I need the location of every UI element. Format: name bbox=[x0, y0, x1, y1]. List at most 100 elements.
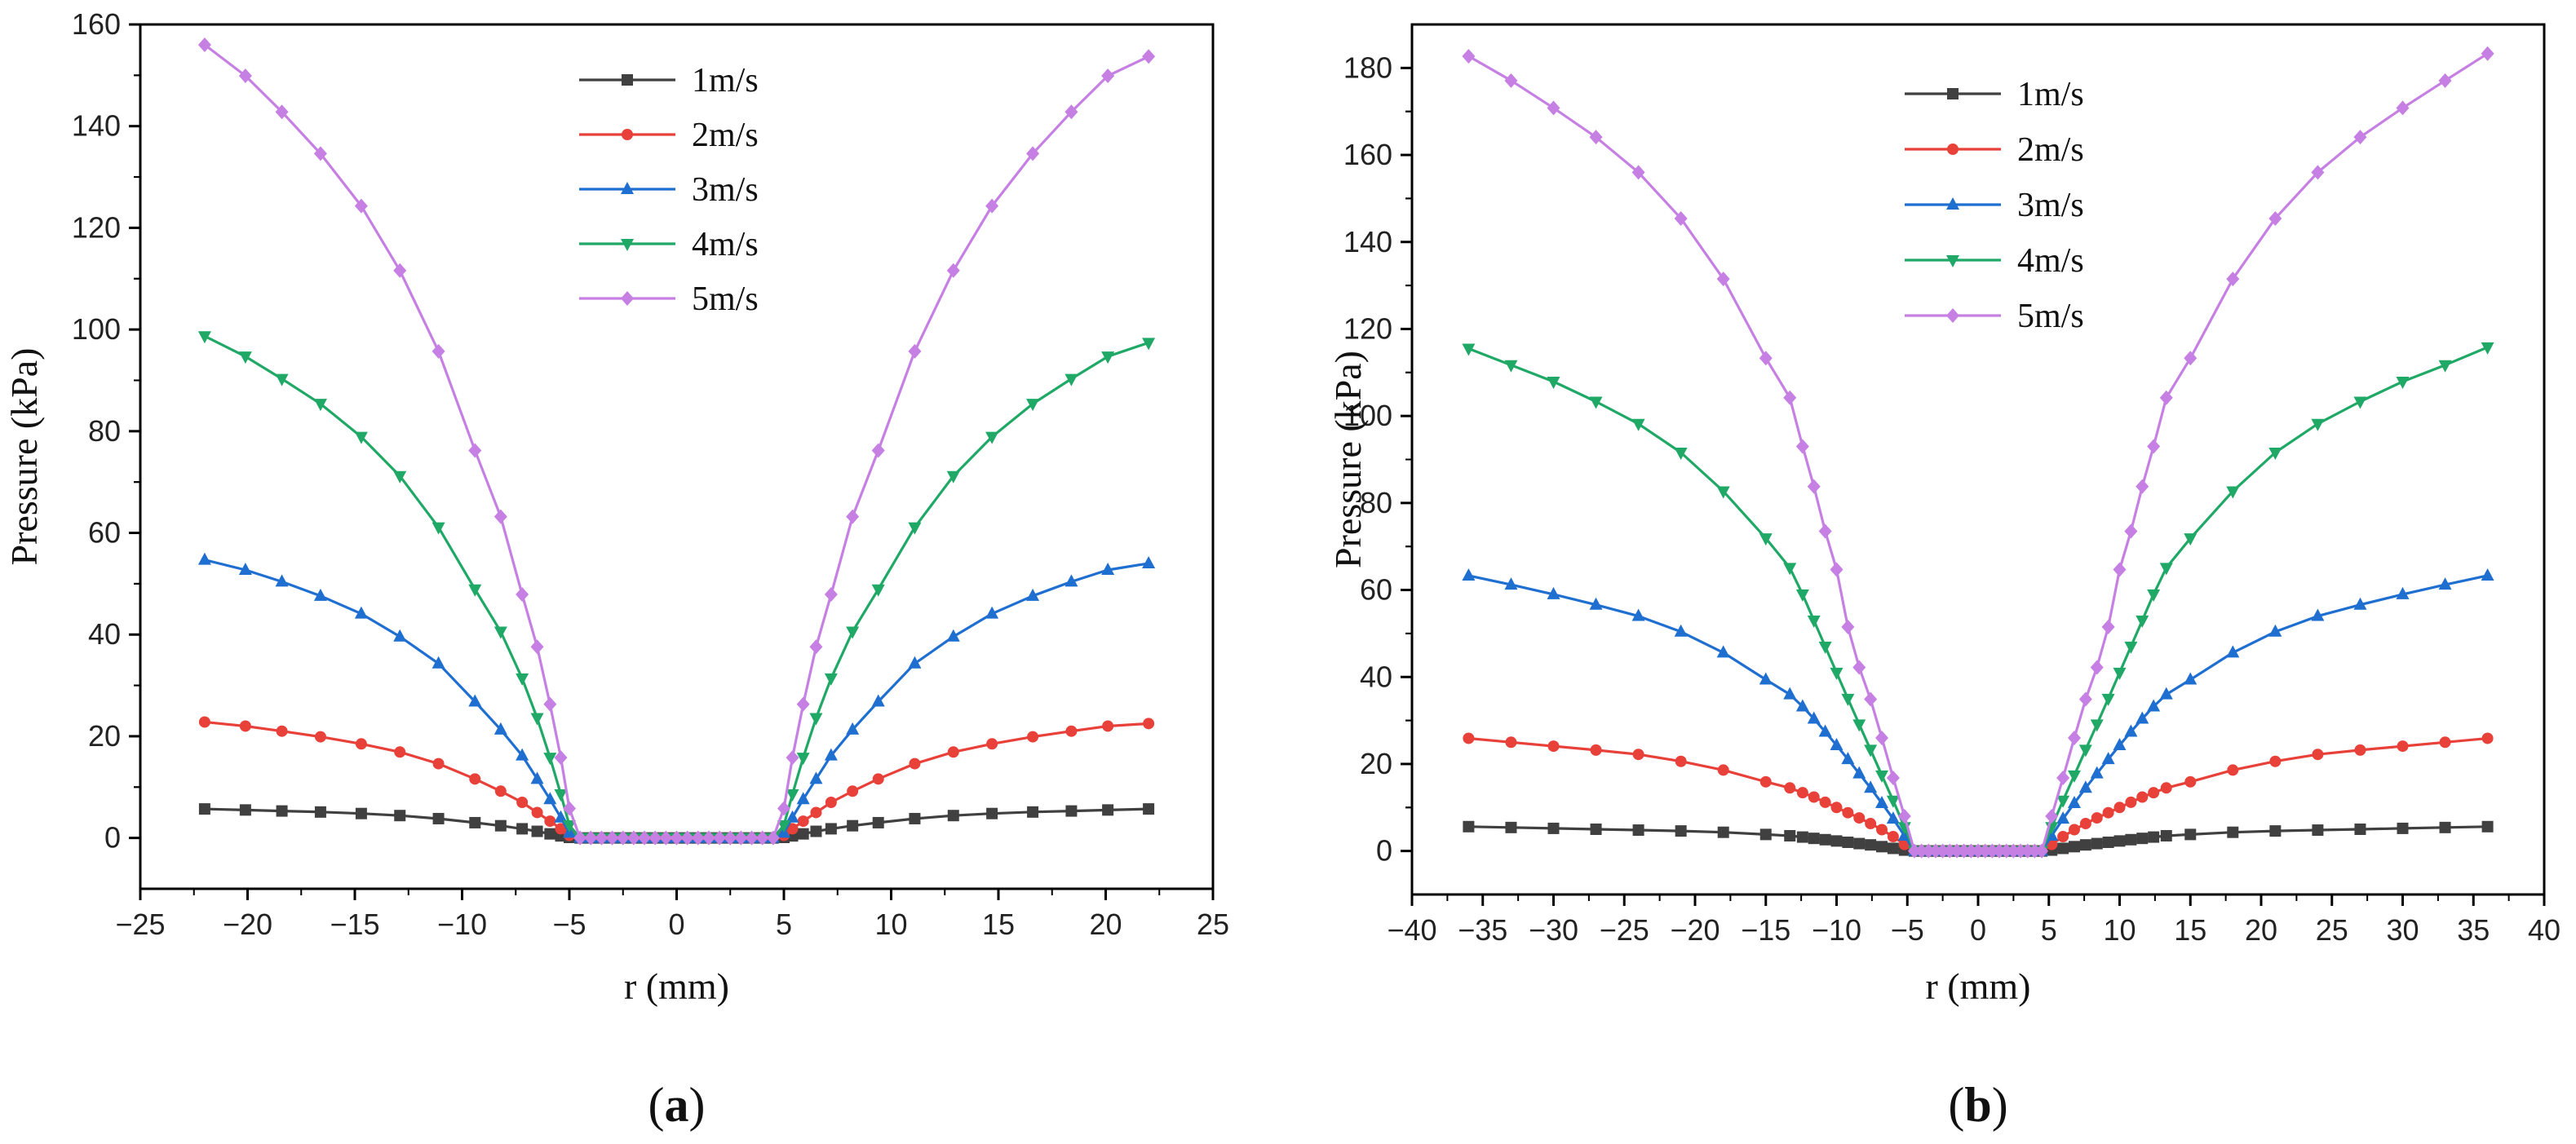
plot-frame bbox=[1410, 23, 2546, 896]
y-axis-title: Pressure (kPa) bbox=[3, 348, 45, 566]
data-point bbox=[2078, 780, 2092, 793]
data-point bbox=[1632, 824, 1644, 837]
data-point bbox=[530, 639, 544, 655]
data-point bbox=[1807, 711, 1821, 724]
data-point bbox=[2226, 272, 2240, 287]
data-point bbox=[2481, 342, 2494, 355]
data-point bbox=[1784, 829, 1796, 841]
data-point bbox=[2269, 755, 2282, 767]
data-point bbox=[908, 656, 922, 669]
data-point bbox=[432, 522, 445, 535]
series-3m-per-s bbox=[197, 552, 1156, 843]
data-point bbox=[810, 825, 822, 837]
data-point bbox=[394, 746, 406, 758]
data-point bbox=[554, 789, 568, 802]
data-point bbox=[824, 673, 838, 686]
data-point bbox=[2035, 843, 2049, 859]
data-point bbox=[2067, 730, 2081, 745]
series-line bbox=[204, 334, 1149, 840]
data-point bbox=[2481, 820, 2494, 833]
data-point bbox=[1102, 720, 1114, 732]
data-point bbox=[1807, 479, 1821, 494]
y-tick-label: 20 bbox=[88, 719, 121, 753]
data-point bbox=[468, 443, 482, 458]
series-line bbox=[203, 43, 1149, 840]
data-point bbox=[1830, 835, 1843, 847]
data-point bbox=[1818, 523, 1832, 539]
legend-label: 1m/s bbox=[2017, 76, 2084, 113]
data-point bbox=[1943, 843, 1957, 859]
data-point bbox=[2184, 828, 2197, 841]
data-point bbox=[2439, 736, 2451, 749]
y-tick-label: 180 bbox=[1343, 51, 1392, 84]
data-point bbox=[2160, 782, 2172, 794]
data-point bbox=[313, 399, 327, 412]
data-point bbox=[1590, 823, 1602, 835]
data-point bbox=[275, 373, 289, 386]
data-point bbox=[543, 753, 557, 766]
data-point bbox=[1590, 744, 1602, 756]
data-point bbox=[872, 773, 884, 785]
data-point bbox=[2159, 687, 2173, 700]
data-point bbox=[275, 104, 289, 120]
data-point bbox=[2354, 823, 2366, 835]
data-point bbox=[734, 830, 748, 846]
data-point bbox=[432, 758, 445, 770]
data-point bbox=[238, 351, 252, 364]
data-point bbox=[1631, 165, 1645, 180]
series-line bbox=[1468, 736, 2488, 853]
data-point bbox=[1886, 811, 1900, 824]
data-point bbox=[1463, 732, 1475, 744]
data-point bbox=[544, 828, 556, 840]
data-point bbox=[530, 713, 544, 726]
y-tick-label: 80 bbox=[88, 414, 121, 448]
data-point bbox=[2057, 842, 2069, 855]
data-point bbox=[573, 830, 587, 846]
data-point bbox=[1504, 73, 1518, 88]
data-point bbox=[1852, 766, 1866, 779]
data-point bbox=[2090, 766, 2104, 779]
data-point bbox=[796, 792, 810, 805]
data-point bbox=[1631, 418, 1645, 431]
data-point bbox=[1864, 744, 1878, 758]
data-point bbox=[197, 37, 211, 52]
series-line bbox=[204, 559, 1149, 840]
data-point bbox=[1675, 825, 1687, 837]
data-point bbox=[2311, 165, 2325, 180]
y-tick-label: 40 bbox=[88, 617, 121, 651]
y-tick-label: 0 bbox=[1376, 834, 1392, 868]
data-point bbox=[494, 785, 507, 797]
data-point bbox=[1142, 49, 1156, 64]
x-axis-title: r (mm) bbox=[1925, 965, 2030, 1007]
legend-marker bbox=[1947, 88, 1959, 99]
data-point bbox=[1064, 373, 1078, 386]
data-point bbox=[1632, 749, 1644, 761]
data-point bbox=[2045, 808, 2059, 824]
series-5m-per-s bbox=[197, 37, 1156, 846]
data-point bbox=[1674, 624, 1688, 637]
data-point bbox=[1875, 770, 1889, 783]
data-point bbox=[1759, 351, 1773, 366]
data-point bbox=[544, 815, 556, 828]
data-point bbox=[198, 803, 210, 815]
data-point bbox=[846, 626, 860, 639]
data-point bbox=[2090, 719, 2104, 732]
data-point bbox=[1143, 803, 1155, 815]
data-point bbox=[1796, 831, 1808, 843]
data-point bbox=[2148, 831, 2160, 843]
data-point bbox=[2007, 843, 2021, 859]
data-point bbox=[713, 830, 727, 846]
data-point bbox=[2113, 835, 2126, 847]
y-tick-label: 20 bbox=[1360, 747, 1392, 780]
data-point bbox=[314, 806, 326, 818]
data-point bbox=[2312, 824, 2324, 837]
data-point bbox=[2353, 396, 2367, 409]
x-tick-label: −30 bbox=[1529, 913, 1578, 947]
y-tick-label: 100 bbox=[72, 312, 121, 346]
data-point bbox=[871, 584, 885, 597]
data-point bbox=[1886, 795, 1900, 808]
y-axis-title: Pressure (kPa) bbox=[1327, 351, 1369, 568]
data-point bbox=[846, 722, 860, 735]
data-point bbox=[2227, 764, 2239, 776]
data-point bbox=[1886, 771, 1900, 786]
